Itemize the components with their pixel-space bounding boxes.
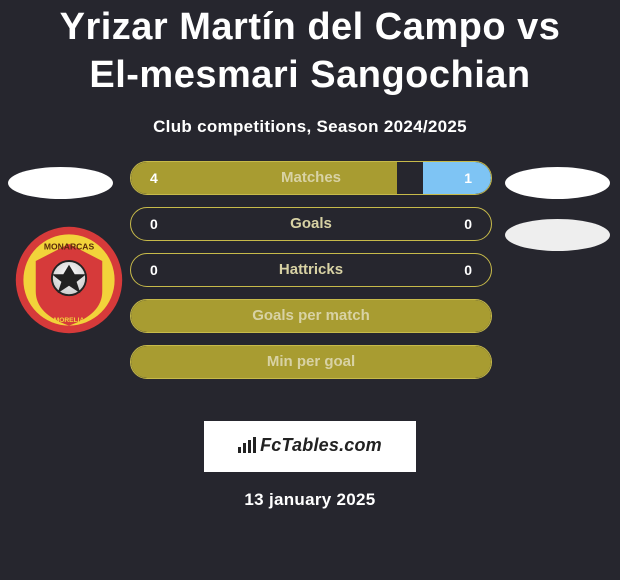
stat-fill-left	[131, 300, 491, 332]
player-right-club-placeholder	[505, 219, 610, 251]
stat-value-right: 0	[464, 253, 472, 287]
page-subtitle: Club competitions, Season 2024/2025	[0, 117, 620, 137]
stat-pill	[130, 253, 492, 287]
stat-pill	[130, 299, 492, 333]
svg-text:MORELIA: MORELIA	[54, 317, 85, 324]
player-left-avatar-placeholder	[8, 167, 113, 199]
stat-pill	[130, 207, 492, 241]
svg-text:MONARCAS: MONARCAS	[44, 242, 95, 252]
stat-pill	[130, 161, 492, 195]
stat-fill-left	[131, 346, 491, 378]
stat-row: Min per goal	[130, 345, 492, 381]
comparison-infographic: Yrizar Martín del Campo vs El-mesmari Sa…	[0, 0, 620, 580]
player-left-club-badge: MONARCAS MORELIA	[12, 223, 126, 337]
stat-fill-left	[131, 162, 397, 194]
stat-row: Matches41	[130, 161, 492, 197]
stat-row: Hattricks00	[130, 253, 492, 289]
stat-fill-right	[423, 162, 491, 194]
player-right-avatar-placeholder	[505, 167, 610, 199]
stat-value-left: 0	[150, 253, 158, 287]
stat-value-right: 1	[464, 161, 472, 195]
page-title: Yrizar Martín del Campo vs El-mesmari Sa…	[0, 0, 620, 99]
infographic-date: 13 january 2025	[0, 490, 620, 510]
stat-value-left: 0	[150, 207, 158, 241]
footer-brand-text: FcTables.com	[260, 435, 382, 455]
comparison-body: MONARCAS MORELIA Matches41Goals00Hattric…	[0, 161, 620, 421]
chart-icon	[238, 437, 256, 458]
footer-brand-box: FcTables.com	[0, 421, 620, 472]
stat-value-right: 0	[464, 207, 472, 241]
stat-row: Goals00	[130, 207, 492, 243]
stat-row: Goals per match	[130, 299, 492, 335]
stat-value-left: 4	[150, 161, 158, 195]
stat-pill	[130, 345, 492, 379]
comparison-bars: Matches41Goals00Hattricks00Goals per mat…	[130, 161, 492, 391]
